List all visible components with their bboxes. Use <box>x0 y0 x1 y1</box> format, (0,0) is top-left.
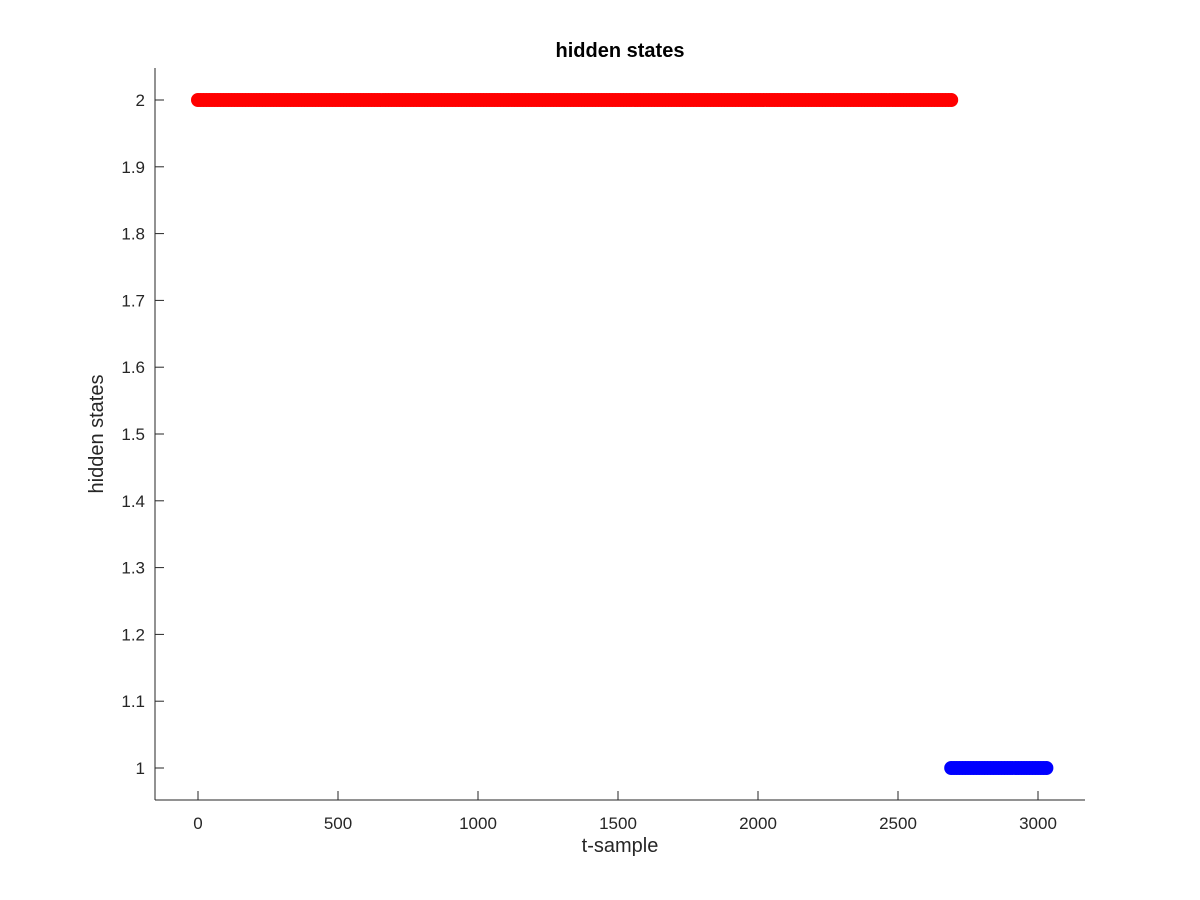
y-tick-label: 1.8 <box>121 225 145 244</box>
y-tick-label: 1.9 <box>121 158 145 177</box>
x-tick-label: 1500 <box>599 814 637 833</box>
x-tick-label: 500 <box>324 814 352 833</box>
series-1 <box>191 93 959 107</box>
x-tick-label: 2000 <box>739 814 777 833</box>
y-axis: 1 1.1 1.2 1.3 1.4 1.5 1.6 1.7 1.8 1.9 2 <box>121 68 164 800</box>
x-tick-label: 0 <box>193 814 202 833</box>
x-tick-label: 1000 <box>459 814 497 833</box>
x-axis: 0 500 1000 1500 2000 2500 3000 <box>155 791 1085 833</box>
x-tick-label: 2500 <box>879 814 917 833</box>
y-tick-label: 1.2 <box>121 625 145 644</box>
data-point <box>1039 761 1054 775</box>
y-tick-label: 1.1 <box>121 692 145 711</box>
plot-area <box>191 93 1054 775</box>
y-tick-label: 1.6 <box>121 358 145 377</box>
data-point <box>944 93 959 107</box>
x-axis-label: t-sample <box>582 835 659 857</box>
y-tick-label: 1.5 <box>121 425 145 444</box>
y-tick-label: 2 <box>136 91 145 110</box>
y-axis-label: hidden states <box>86 375 108 494</box>
y-tick-label: 1.4 <box>121 492 145 511</box>
chart-title: hidden states <box>556 40 685 62</box>
y-tick-label: 1 <box>136 759 145 778</box>
x-tick-label: 3000 <box>1019 814 1057 833</box>
y-tick-label: 1.3 <box>121 559 145 578</box>
series-2 <box>944 761 1054 775</box>
y-tick-label: 1.7 <box>121 291 145 310</box>
